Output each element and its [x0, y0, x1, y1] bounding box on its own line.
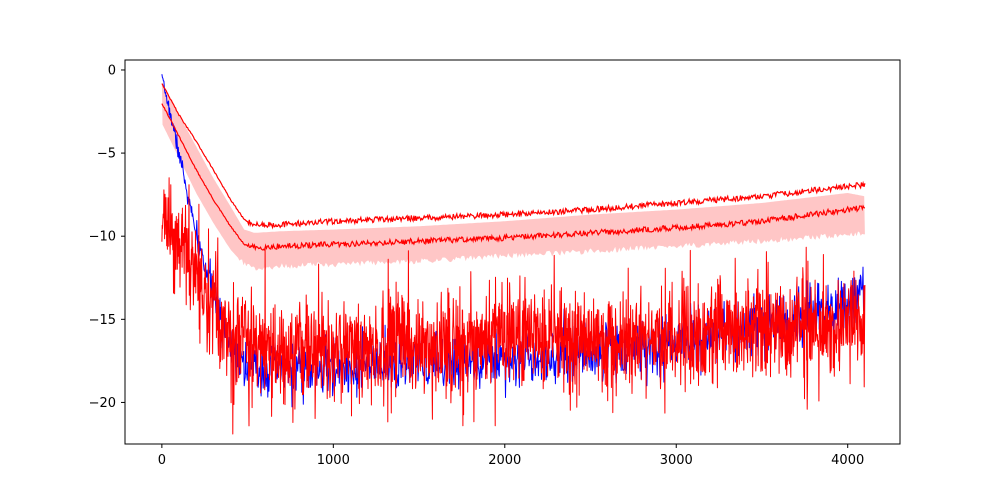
y-tick-label: −20: [89, 396, 116, 411]
axes-frame: [124, 59, 901, 445]
series-line-upper: [161, 83, 866, 230]
confidence-band: [161, 83, 865, 271]
y-tick-label: 0: [108, 63, 116, 78]
y-axis: 0 −5 −10 −15 −20: [89, 63, 125, 411]
y-tick-label: −5: [97, 147, 116, 162]
x-tick-label: 1000: [317, 453, 350, 468]
x-axis: 0 1000 2000 3000 4000: [158, 444, 864, 468]
series-line-mean: [161, 103, 866, 252]
x-tick-label: 4000: [831, 453, 864, 468]
y-tick-label: −15: [89, 313, 116, 328]
y-tick-label: −10: [89, 230, 116, 245]
x-tick-label: 2000: [488, 453, 521, 468]
plot-area: [161, 74, 866, 435]
x-tick-label: 3000: [660, 453, 693, 468]
series-line-red-noisy: [161, 177, 866, 435]
x-tick-label: 0: [158, 453, 166, 468]
